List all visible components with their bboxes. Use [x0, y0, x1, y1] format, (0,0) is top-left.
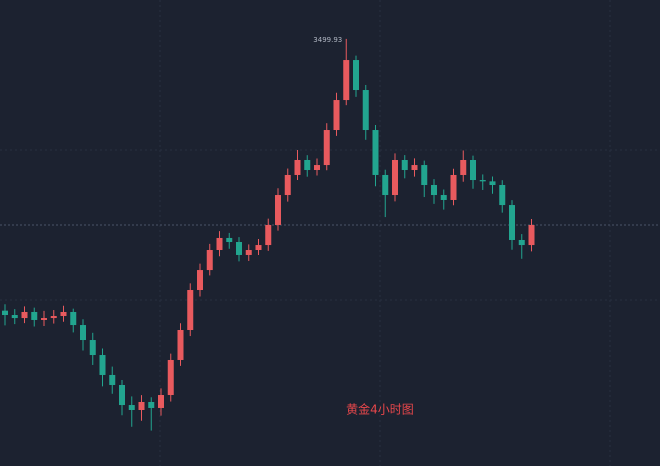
candle-body	[450, 174, 457, 200]
candle-body	[206, 250, 213, 271]
candle-body	[187, 290, 194, 331]
candle-body	[158, 395, 164, 408]
candle-body	[372, 130, 379, 175]
candle-body	[128, 405, 135, 411]
candle-body	[353, 60, 359, 91]
candle-body	[509, 205, 515, 240]
candle-body	[265, 225, 272, 246]
candle-body	[304, 159, 311, 171]
candle-body	[226, 237, 233, 243]
candle-body	[314, 165, 320, 171]
candle-body	[518, 239, 525, 246]
candle-body	[479, 180, 486, 182]
candle-body	[216, 237, 223, 251]
candle-body	[236, 242, 242, 255]
candle-body	[2, 310, 8, 316]
candle-body	[382, 174, 389, 196]
candle-body	[440, 195, 447, 200]
candle-body	[41, 318, 47, 320]
candle-body	[470, 159, 476, 181]
candle-body	[245, 250, 252, 255]
candle-body	[60, 311, 67, 317]
chart-annotation: 黄金4小时图	[346, 402, 414, 417]
candle-body	[284, 174, 291, 196]
candle-body	[70, 311, 77, 326]
candle-body	[50, 316, 57, 319]
candle-body	[197, 270, 203, 291]
candle-body	[11, 315, 18, 319]
candle-body	[31, 311, 38, 320]
candle-body	[333, 100, 340, 131]
candle-body	[401, 159, 408, 171]
candle-body	[148, 402, 155, 408]
candle-body	[119, 384, 125, 406]
candle-body	[528, 225, 535, 246]
candle-body	[138, 402, 145, 411]
candle-body	[499, 185, 506, 206]
candle-body	[323, 130, 330, 166]
candle-body	[392, 159, 398, 196]
candle-body	[89, 340, 96, 356]
candle-body	[343, 60, 350, 101]
candle-body	[431, 185, 437, 196]
candle-body	[275, 195, 281, 226]
candle-body	[294, 159, 301, 175]
candle-body	[255, 245, 262, 251]
candle-body	[177, 330, 184, 360]
peak-label: 3499.93	[313, 36, 342, 44]
candle-body	[80, 325, 86, 341]
candle-body	[421, 165, 428, 186]
candle-body	[109, 374, 116, 385]
candle-body	[460, 159, 467, 175]
candle-body	[21, 311, 28, 319]
candle-body	[362, 90, 369, 131]
candle-body	[411, 165, 418, 171]
candle-body	[99, 355, 106, 375]
candle-body	[489, 181, 496, 186]
candle-body	[167, 359, 174, 396]
